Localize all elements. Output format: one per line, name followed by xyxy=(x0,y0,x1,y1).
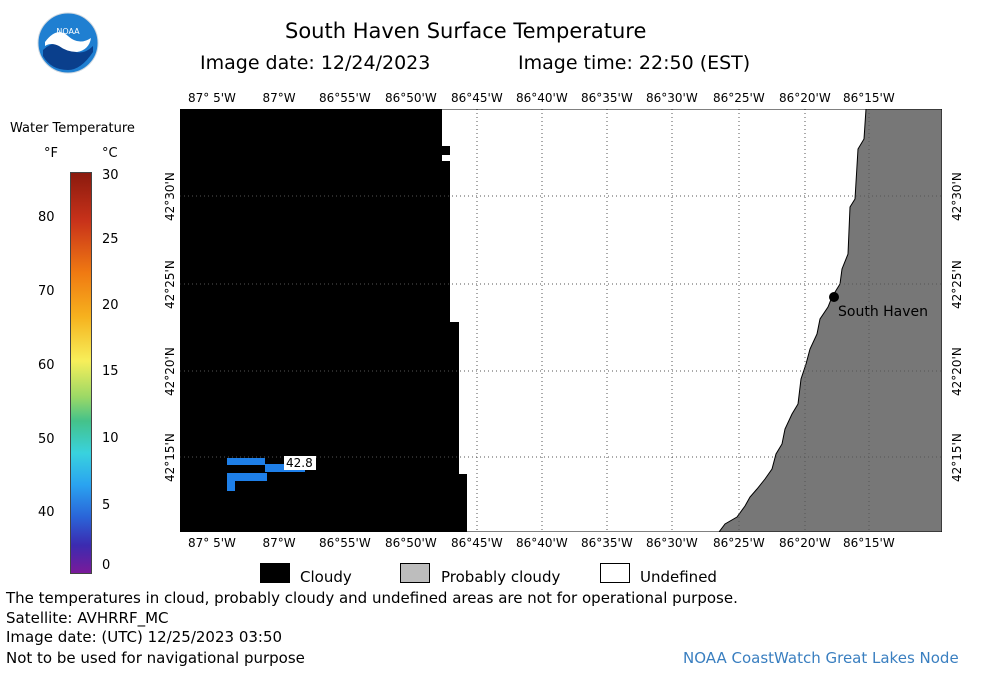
legend-label-probably-cloudy: Probably cloudy xyxy=(441,568,561,586)
legend-swatch-probably-cloudy xyxy=(400,563,430,583)
fahrenheit-tick-label: 40 xyxy=(38,505,55,520)
longitude-label-bottom: 86°55'W xyxy=(319,536,371,550)
land-area xyxy=(718,109,942,532)
celsius-tick-label: 15 xyxy=(102,364,119,379)
longitude-label-bottom: 86°25'W xyxy=(713,536,765,550)
sample-value: 42.8 xyxy=(286,456,313,470)
celsius-tick-label: 5 xyxy=(102,498,111,513)
image-time: Image time: 22:50 (EST) xyxy=(518,52,751,74)
water-pixel xyxy=(227,473,267,481)
latitude-label-left: 42°30'N xyxy=(163,171,177,221)
cloud-area xyxy=(180,109,467,532)
longitude-label-top: 86°15'W xyxy=(843,91,895,105)
satellite-line: Satellite: AVHRRF_MC xyxy=(6,609,169,627)
fahrenheit-tick-label: 50 xyxy=(38,432,55,447)
longitude-label-top: 87°W xyxy=(262,91,296,105)
latitude-label-left: 42°15'N xyxy=(163,432,177,482)
noaa-logo: NOAA xyxy=(37,12,99,74)
latitude-label-right: 42°20'N xyxy=(950,346,964,396)
latitude-label-right: 42°15'N xyxy=(950,432,964,482)
utc-date-line: Image date: (UTC) 12/25/2023 03:50 xyxy=(6,628,283,646)
longitude-label-bottom: 86°50'W xyxy=(385,536,437,550)
longitude-label-top: 86°55'W xyxy=(319,91,371,105)
legend-label-undefined: Undefined xyxy=(640,568,717,586)
water-pixel xyxy=(227,481,235,491)
longitude-label-bottom: 86°45'W xyxy=(451,536,503,550)
temperature-colorbar xyxy=(70,172,92,574)
longitude-label-bottom: 86°35'W xyxy=(581,536,633,550)
latitude-label-right: 42°25'N xyxy=(950,259,964,309)
latitude-label-left: 42°25'N xyxy=(163,259,177,309)
sample-value-box xyxy=(284,456,316,470)
water-pixel xyxy=(227,458,265,465)
unit-fahrenheit: °F xyxy=(44,146,58,161)
page-title: South Haven Surface Temperature xyxy=(285,19,647,43)
fahrenheit-tick-label: 60 xyxy=(38,358,55,373)
city-label: South Haven xyxy=(838,304,928,320)
fahrenheit-tick-label: 70 xyxy=(38,284,55,299)
longitude-label-bottom: 86°15'W xyxy=(843,536,895,550)
longitude-label-bottom: 86°40'W xyxy=(516,536,568,550)
celsius-tick-label: 25 xyxy=(102,232,119,247)
city-marker xyxy=(829,292,839,302)
longitude-label-top: 86°30'W xyxy=(646,91,698,105)
longitude-label-bottom: 87° 5'W xyxy=(188,536,236,550)
longitude-label-bottom: 87°W xyxy=(262,536,296,550)
fahrenheit-tick-label: 80 xyxy=(38,210,55,225)
temperature-map: 42.8 South Haven xyxy=(180,109,942,532)
celsius-tick-label: 10 xyxy=(102,431,119,446)
latitude-label-right: 42°30'N xyxy=(950,171,964,221)
legend-swatch-undefined xyxy=(600,563,630,583)
longitude-label-bottom: 86°20'W xyxy=(779,536,831,550)
disclaimer-line: The temperatures in cloud, probably clou… xyxy=(6,589,738,607)
legend-swatch-cloudy xyxy=(260,563,290,583)
longitude-label-bottom: 86°30'W xyxy=(646,536,698,550)
navigation-warning: Not to be used for navigational purpose xyxy=(6,649,305,667)
legend-label-cloudy: Cloudy xyxy=(300,568,352,586)
logo-text: NOAA xyxy=(56,27,80,36)
colorbar-title: Water Temperature xyxy=(10,121,135,136)
map-graticule xyxy=(180,109,942,532)
celsius-tick-label: 0 xyxy=(102,558,111,573)
latitude-label-left: 42°20'N xyxy=(163,346,177,396)
longitude-label-top: 86°25'W xyxy=(713,91,765,105)
longitude-label-top: 86°50'W xyxy=(385,91,437,105)
unit-celsius: °C xyxy=(102,146,118,161)
longitude-label-top: 86°40'W xyxy=(516,91,568,105)
credit-line: NOAA CoastWatch Great Lakes Node xyxy=(683,649,959,667)
longitude-label-top: 86°20'W xyxy=(779,91,831,105)
longitude-label-top: 86°45'W xyxy=(451,91,503,105)
celsius-tick-label: 30 xyxy=(102,168,119,183)
longitude-label-top: 87° 5'W xyxy=(188,91,236,105)
image-date: Image date: 12/24/2023 xyxy=(200,52,431,74)
celsius-tick-label: 20 xyxy=(102,298,119,313)
longitude-label-top: 86°35'W xyxy=(581,91,633,105)
